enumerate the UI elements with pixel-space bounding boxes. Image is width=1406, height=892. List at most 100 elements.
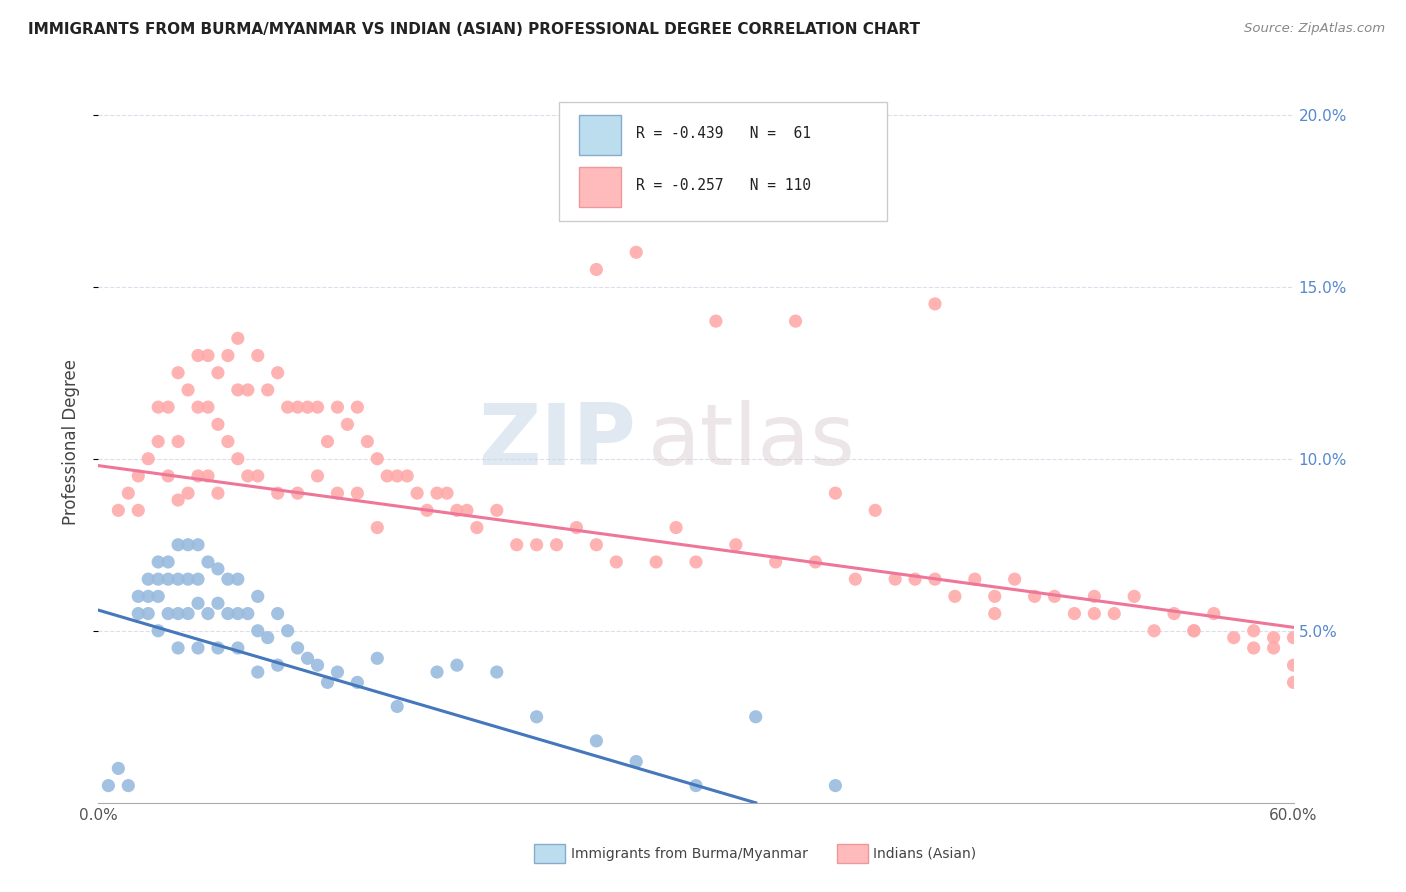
Point xyxy=(346,675,368,690)
Point xyxy=(177,486,200,500)
Point xyxy=(1182,624,1205,638)
Point xyxy=(585,262,607,277)
Point xyxy=(297,651,319,665)
Text: Indians (Asian): Indians (Asian) xyxy=(873,847,976,861)
Point xyxy=(385,699,409,714)
Point xyxy=(197,607,219,621)
Point xyxy=(565,520,588,534)
Point xyxy=(506,538,529,552)
Point xyxy=(226,451,249,466)
Point xyxy=(316,434,339,449)
Point xyxy=(236,469,259,483)
Point xyxy=(1123,590,1146,604)
Point xyxy=(157,607,180,621)
Point xyxy=(645,555,668,569)
Point xyxy=(167,366,190,380)
Point xyxy=(326,486,349,500)
Point xyxy=(148,400,170,414)
Point xyxy=(207,596,229,610)
Point xyxy=(307,658,329,673)
Bar xyxy=(579,167,620,207)
Point xyxy=(426,665,449,679)
Point xyxy=(456,503,478,517)
Point xyxy=(1163,607,1185,621)
Point xyxy=(1282,675,1305,690)
Point xyxy=(177,572,200,586)
Point xyxy=(207,486,229,500)
Point xyxy=(117,779,139,793)
Point xyxy=(485,665,508,679)
Point xyxy=(117,486,139,500)
Point xyxy=(1282,631,1305,645)
Point xyxy=(256,383,278,397)
Point xyxy=(226,383,249,397)
Point xyxy=(167,538,190,552)
Point xyxy=(446,503,468,517)
Point xyxy=(1243,640,1265,655)
Point xyxy=(375,469,398,483)
Point xyxy=(187,538,209,552)
Point xyxy=(246,624,269,638)
Point xyxy=(177,383,200,397)
Point xyxy=(267,366,290,380)
Point xyxy=(187,469,209,483)
Point xyxy=(167,640,190,655)
Point xyxy=(685,779,707,793)
Text: R = -0.257   N = 110: R = -0.257 N = 110 xyxy=(637,178,811,193)
Point xyxy=(148,434,170,449)
Point xyxy=(256,631,278,645)
Point xyxy=(326,400,349,414)
Point xyxy=(1263,640,1285,655)
Point xyxy=(107,761,129,775)
Text: ZIP: ZIP xyxy=(478,400,637,483)
Point xyxy=(865,503,887,517)
Bar xyxy=(579,115,620,154)
Point xyxy=(217,349,239,363)
Point xyxy=(148,572,170,586)
Point xyxy=(884,572,907,586)
Point xyxy=(148,590,170,604)
Point xyxy=(246,665,269,679)
Point xyxy=(207,640,229,655)
Point xyxy=(236,607,259,621)
Point xyxy=(526,538,548,552)
Point xyxy=(127,469,149,483)
Point xyxy=(1143,624,1166,638)
Point xyxy=(984,590,1007,604)
Point xyxy=(1004,572,1026,586)
Point xyxy=(585,538,607,552)
Point xyxy=(336,417,359,432)
Point xyxy=(127,590,149,604)
Point xyxy=(1083,607,1105,621)
Point xyxy=(844,159,866,173)
Text: Immigrants from Burma/Myanmar: Immigrants from Burma/Myanmar xyxy=(571,847,807,861)
Point xyxy=(804,555,827,569)
Point xyxy=(396,469,419,483)
Text: atlas: atlas xyxy=(648,400,856,483)
Point xyxy=(1282,658,1305,673)
Point xyxy=(226,607,249,621)
Point xyxy=(346,486,368,500)
Point xyxy=(217,434,239,449)
Point xyxy=(97,779,120,793)
Point xyxy=(167,493,190,508)
Point xyxy=(107,503,129,517)
Point xyxy=(326,665,349,679)
Point xyxy=(546,538,568,552)
Point xyxy=(366,520,388,534)
Point xyxy=(824,486,846,500)
Point xyxy=(157,469,180,483)
Point xyxy=(157,555,180,569)
Point xyxy=(136,451,159,466)
Point xyxy=(426,486,449,500)
Text: Source: ZipAtlas.com: Source: ZipAtlas.com xyxy=(1244,22,1385,36)
Point xyxy=(685,555,707,569)
Point xyxy=(526,710,548,724)
Point xyxy=(148,624,170,638)
Point xyxy=(346,400,368,414)
Point xyxy=(665,520,688,534)
Point xyxy=(167,434,190,449)
Point xyxy=(724,538,747,552)
Point xyxy=(207,562,229,576)
Point xyxy=(246,590,269,604)
